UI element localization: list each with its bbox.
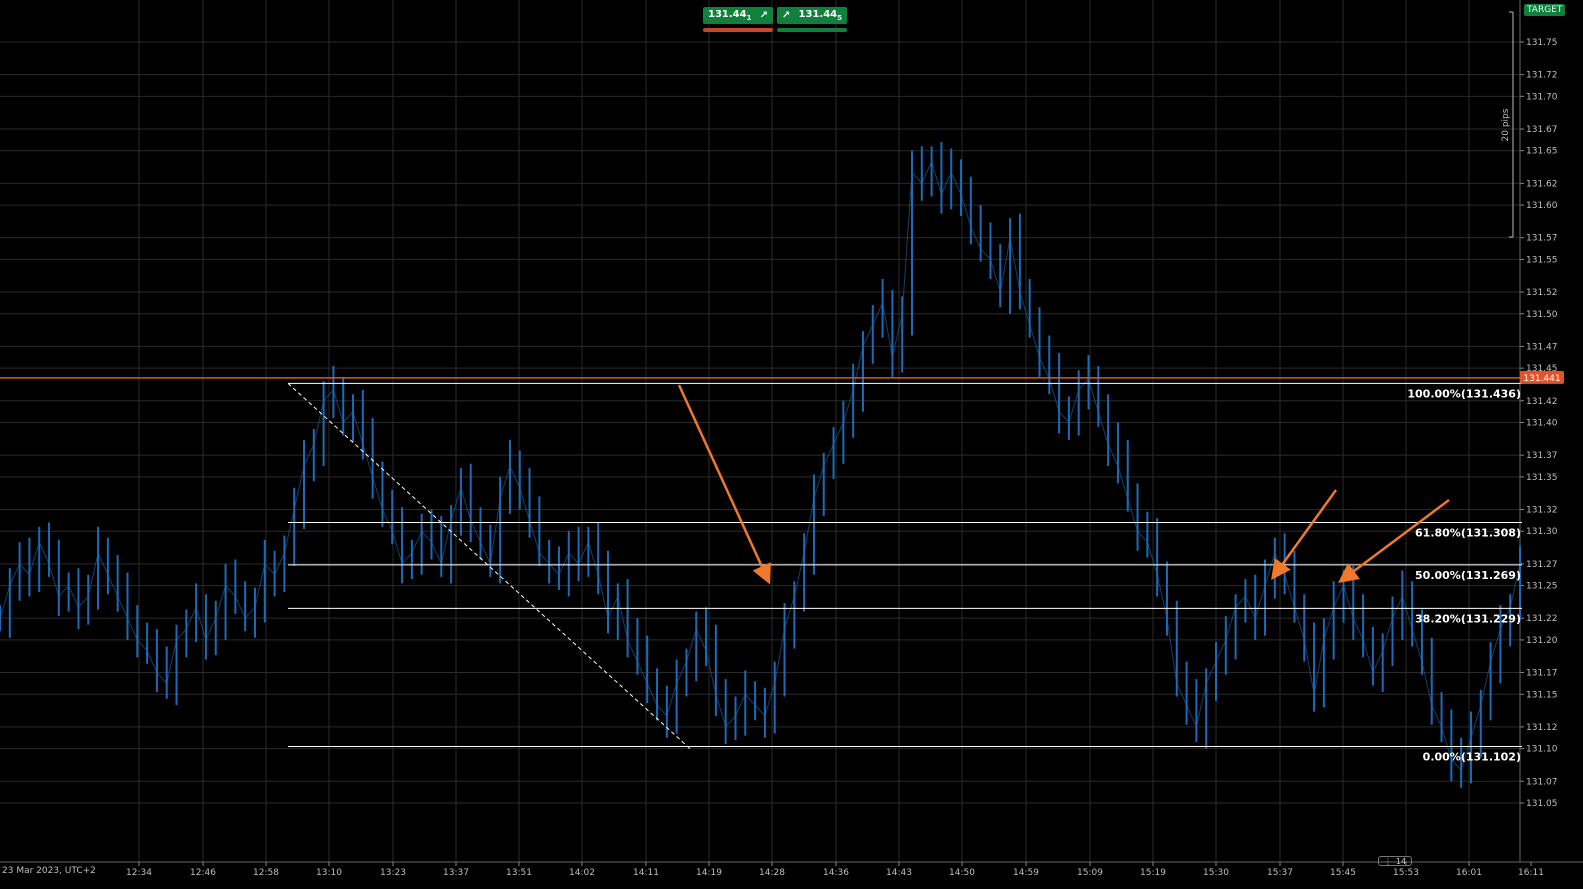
annotation-arrow	[1271, 489, 1338, 581]
y-tick-label: 131.37	[1526, 451, 1558, 461]
date-label: 23 Mar 2023, UTC+2	[2, 866, 96, 876]
grip-icon: ⋮	[1383, 856, 1392, 866]
target-tag[interactable]: TARGET	[1524, 4, 1566, 16]
y-tick-label: 131.30	[1526, 527, 1558, 537]
y-tick-label: 131.60	[1526, 201, 1558, 211]
x-tick-label: 15:30	[1203, 868, 1229, 878]
y-tick-label: 131.55	[1526, 255, 1558, 265]
y-tick-label: 131.40	[1526, 419, 1558, 429]
zoom-indicator-value: 14	[1395, 856, 1407, 866]
y-tick-label: 131.07	[1526, 777, 1558, 787]
x-tick-label: 14:19	[696, 868, 722, 878]
y-tick-label: 131.45	[1526, 364, 1558, 374]
x-tick-label: 13:51	[506, 868, 532, 878]
y-tick-label: 131.67	[1526, 125, 1558, 135]
y-tick-label: 131.25	[1526, 582, 1558, 592]
y-tick-label: 131.12	[1526, 723, 1558, 733]
x-tick-label: 15:45	[1330, 868, 1356, 878]
y-tick-label: 131.52	[1526, 288, 1558, 298]
y-tick-label: 131.20	[1526, 636, 1558, 646]
x-tick-label: 12:34	[126, 868, 152, 878]
zoom-indicator[interactable]: ⋮ 14	[1378, 856, 1412, 866]
x-tick-label: 13:10	[316, 868, 342, 878]
annotation-arrow	[677, 384, 771, 585]
x-tick-label: 15:09	[1077, 868, 1103, 878]
fib-level-label: 100.00%(131.436)	[1407, 387, 1521, 400]
y-tick-label: 131.27	[1526, 560, 1558, 570]
x-tick-label: 15:53	[1393, 868, 1419, 878]
y-tick-label: 131.42	[1526, 397, 1558, 407]
x-tick-label: 16:01	[1456, 868, 1482, 878]
y-tick-label: 131.15	[1526, 690, 1558, 700]
y-tick-label: 131.75	[1526, 38, 1558, 48]
sell-arrow-icon: ↗	[759, 10, 768, 21]
sell-price-sub: 1	[746, 14, 752, 22]
sell-price: 131.44	[708, 9, 747, 20]
buy-arrow-icon: ↗	[782, 10, 791, 21]
y-tick-label: 131.05	[1526, 799, 1558, 809]
fib-level-label: 0.00%(131.102)	[1423, 750, 1521, 763]
y-tick-label: 131.62	[1526, 179, 1558, 189]
y-tick-label: 131.50	[1526, 310, 1558, 320]
y-tick-label: 131.47	[1526, 342, 1558, 352]
sell-bar	[703, 28, 773, 32]
y-tick-label: 131.72	[1526, 71, 1558, 81]
x-tick-label: 14:11	[633, 868, 659, 878]
price-line	[0, 160, 1521, 772]
x-tick-label: 14:28	[759, 868, 785, 878]
buy-price-sub: 5	[837, 14, 842, 22]
fib-level-label: 61.80%(131.308)	[1415, 527, 1521, 540]
x-tick-label: 14:02	[569, 868, 595, 878]
sell-button[interactable]: 131.441 ↗	[703, 7, 773, 24]
current-price-tag	[1520, 370, 1564, 384]
y-tick-label: 131.17	[1526, 669, 1558, 679]
x-tick-label: 13:37	[443, 868, 469, 878]
fib-level-label: 50.00%(131.269)	[1415, 569, 1521, 582]
x-tick-label: 14:59	[1013, 868, 1039, 878]
pips-label: 20 pips	[1501, 108, 1511, 141]
y-tick-label: 131.22	[1526, 614, 1558, 624]
current-price-label: 131.441	[1523, 374, 1560, 384]
x-tick-label: 14:50	[949, 868, 975, 878]
x-tick-label: 14:36	[823, 868, 849, 878]
annotation-arrow	[1337, 498, 1450, 583]
x-tick-label: 15:37	[1267, 868, 1293, 878]
y-tick-label: 131.35	[1526, 473, 1558, 483]
fib-level-label: 38.20%(131.229)	[1415, 612, 1521, 625]
x-tick-label: 12:58	[253, 868, 279, 878]
buy-bar	[777, 28, 847, 32]
x-tick-label: 16:11	[1518, 868, 1544, 878]
y-tick-label: 131.57	[1526, 234, 1558, 244]
y-tick-label: 131.32	[1526, 505, 1558, 515]
x-tick-label: 14:43	[886, 868, 912, 878]
buy-price: 131.44	[798, 9, 838, 20]
x-tick-label: 12:46	[190, 868, 216, 878]
buy-button[interactable]: ↗ 131.445	[777, 7, 847, 24]
trade-panel: 131.441 ↗ ↗ 131.445	[703, 7, 847, 32]
y-tick-label: 131.65	[1526, 147, 1558, 157]
x-tick-label: 15:19	[1140, 868, 1166, 878]
x-tick-label: 13:23	[380, 868, 406, 878]
y-tick-label: 131.70	[1526, 92, 1558, 102]
y-tick-label: 131.10	[1526, 745, 1558, 755]
